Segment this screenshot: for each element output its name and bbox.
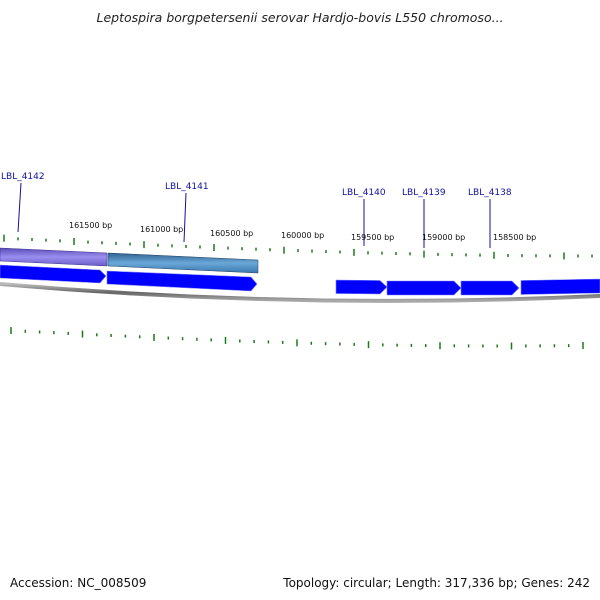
gene-arrow-lbl-4139[interactable] bbox=[386, 280, 462, 296]
bp-label: 158500 bp bbox=[493, 233, 536, 242]
map-summary: Topology: circular; Length: 317,336 bp; … bbox=[283, 576, 590, 590]
bp-label: 159000 bp bbox=[422, 233, 465, 242]
outer-tick-ring bbox=[3, 234, 593, 260]
gene-label-lbl-4140[interactable]: LBL_4140 bbox=[342, 188, 386, 198]
accession-label: Accession: NC_008509 bbox=[10, 576, 147, 590]
gene-label-lbl-4139[interactable]: LBL_4139 bbox=[402, 188, 446, 198]
bp-label: 159500 bp bbox=[351, 233, 394, 242]
genome-backbone bbox=[0, 282, 600, 303]
map-title: Leptospira borgpetersenii serovar Hardjo… bbox=[96, 10, 504, 25]
highlight-band-lbl-4142[interactable] bbox=[0, 247, 108, 267]
gene-arrow-lbl-4142[interactable] bbox=[0, 264, 107, 284]
gene-arrow-next[interactable] bbox=[520, 278, 600, 295]
gene-arrow-lbl-4138[interactable] bbox=[460, 280, 520, 296]
gene-label-line bbox=[17, 182, 22, 233]
bp-label: 161500 bp bbox=[69, 221, 112, 230]
bp-label: 160000 bp bbox=[281, 231, 324, 240]
bp-label: 160500 bp bbox=[210, 229, 253, 238]
gene-arrow-lbl-4141[interactable] bbox=[106, 270, 258, 292]
gene-label-lbl-4141[interactable]: LBL_4141 bbox=[165, 182, 209, 192]
inner-tick-ring bbox=[10, 327, 584, 350]
gene-label-lbl-4142[interactable]: LBL_4142 bbox=[1, 172, 45, 182]
bp-label: 161000 bp bbox=[140, 225, 183, 234]
gene-label-lbl-4138[interactable]: LBL_4138 bbox=[468, 188, 512, 198]
gene-arrow-lbl-4140[interactable] bbox=[335, 279, 388, 295]
highlight-band-lbl-4141[interactable] bbox=[107, 252, 259, 274]
gene-label-line bbox=[183, 192, 187, 243]
